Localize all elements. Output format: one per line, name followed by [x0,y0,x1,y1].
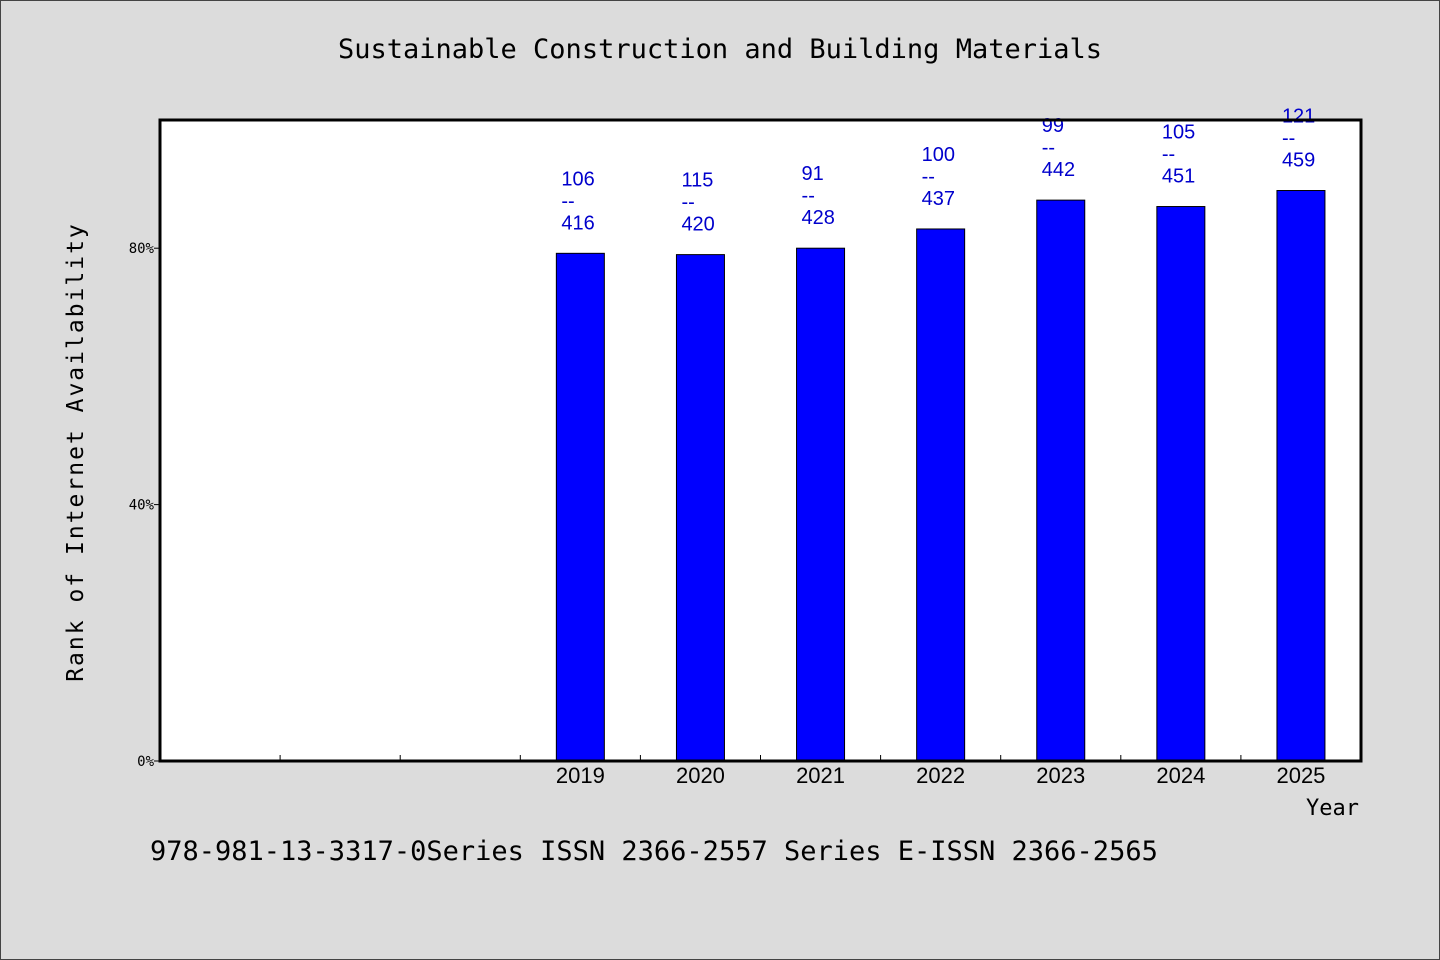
bar-2021 [796,247,846,762]
data-label-top-2024: 105 [1162,122,1195,144]
bar-2022 [916,228,966,762]
x-tick-label-2021: 2021 [796,763,845,788]
y-tick-label: 40% [129,498,155,514]
data-label-bottom-2021: 428 [802,207,835,229]
chart-title: Sustainable Construction and Building Ma… [337,34,1102,65]
bar-2023 [1036,199,1086,762]
data-label-top-2021: 91 [802,163,824,185]
data-label-bottom-2024: 451 [1162,166,1195,188]
x-tick-label-2025: 2025 [1276,763,1325,788]
bar-2024 [1156,206,1206,762]
data-label-top-2019: 106 [561,168,594,190]
data-label-sep-2023: -- [1042,137,1055,159]
x-tick-label-2020: 2020 [676,763,725,788]
data-label-bottom-2025: 459 [1282,150,1315,172]
x-axis-label: Year [1306,796,1359,821]
bar-2020 [675,254,725,762]
x-tick-label-2023: 2023 [1036,763,1085,788]
bar-2025 [1276,190,1326,762]
data-label-sep-2019: -- [561,190,574,212]
data-label-bottom-2020: 420 [681,214,714,236]
bar-2019 [555,252,605,762]
data-label-sep-2022: -- [922,166,935,188]
data-label-bottom-2019: 416 [561,212,594,234]
y-tick-label: 0% [137,754,154,770]
x-tick-label-2022: 2022 [916,763,965,788]
footer-isbn-issn: 978-981-13-3317-0Series ISSN 2366-2557 S… [150,836,1158,867]
data-label-bottom-2023: 442 [1042,159,1075,181]
data-label-sep-2021: -- [802,185,815,207]
y-tick-label: 80% [129,241,155,257]
data-label-top-2022: 100 [922,144,955,166]
data-label-top-2025: 121 [1282,106,1315,128]
data-label-top-2020: 115 [681,170,713,192]
x-tick-label-2024: 2024 [1156,763,1205,788]
data-label-top-2023: 99 [1042,115,1064,137]
data-label-sep-2020: -- [681,192,694,214]
data-label-bottom-2022: 437 [922,188,955,210]
x-tick-label-2019: 2019 [556,763,605,788]
data-label-sep-2025: -- [1282,128,1295,150]
data-label-sep-2024: -- [1162,144,1175,166]
